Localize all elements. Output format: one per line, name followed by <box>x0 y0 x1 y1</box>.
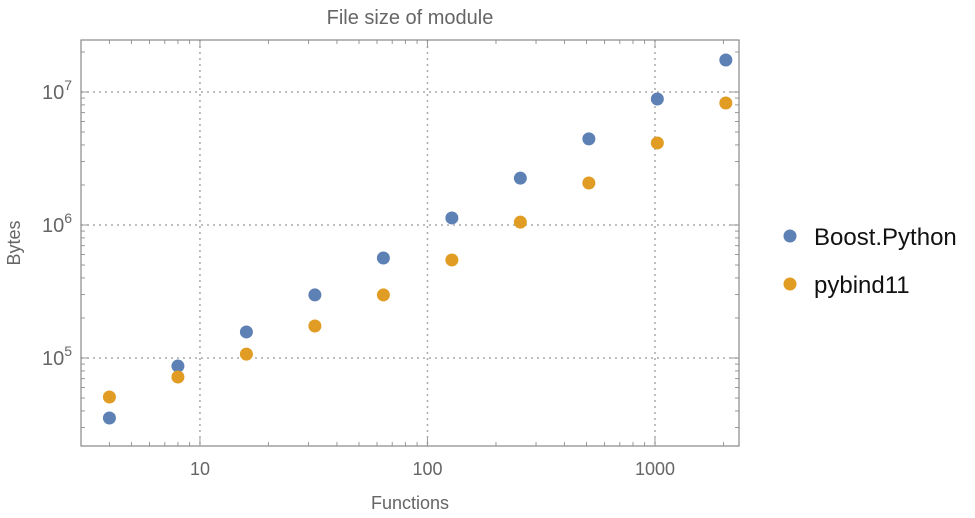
y-tick-label: 105 <box>42 343 72 370</box>
data-point-boost-python <box>650 92 664 106</box>
grid-lines <box>81 40 739 446</box>
y-tick-label: 107 <box>42 77 72 104</box>
legend-label: pybind11 <box>814 272 910 299</box>
y-axis-label: Bytes <box>4 220 24 265</box>
data-point-pybind11 <box>513 215 527 229</box>
data-point-boost-python <box>582 132 596 146</box>
x-axis-label: Functions <box>371 493 449 513</box>
x-tick-label: 10 <box>190 459 210 479</box>
data-point-pybind11 <box>376 288 390 302</box>
data-point-pybind11 <box>102 390 116 404</box>
data-point-pybind11 <box>719 96 733 110</box>
x-tick-label: 100 <box>412 459 442 479</box>
data-points <box>102 53 733 425</box>
legend-marker <box>783 229 797 243</box>
data-point-boost-python <box>171 359 185 373</box>
x-tick-labels: 10 100 1000 <box>190 459 675 479</box>
data-point-pybind11 <box>445 253 459 267</box>
y-tick-label: 106 <box>42 210 72 237</box>
axis-ticks <box>80 40 739 446</box>
legend: Boost.Python pybind11 <box>783 224 957 299</box>
data-point-boost-python <box>102 411 116 425</box>
chart-title: File size of module <box>327 7 494 29</box>
data-point-boost-python <box>308 288 322 302</box>
data-point-boost-python <box>376 251 390 265</box>
legend-marker <box>783 277 797 291</box>
data-point-pybind11 <box>308 319 322 333</box>
legend-label: Boost.Python <box>814 224 957 251</box>
plot-frame <box>80 39 740 447</box>
data-point-pybind11 <box>650 136 664 150</box>
data-point-pybind11 <box>171 370 185 384</box>
y-tick-labels: 105 106 107 <box>42 77 72 370</box>
data-point-boost-python <box>513 171 527 185</box>
data-point-boost-python <box>445 211 459 225</box>
x-tick-label: 1000 <box>635 459 675 479</box>
data-point-boost-python <box>239 325 253 339</box>
data-point-pybind11 <box>239 347 253 361</box>
data-point-boost-python <box>719 53 733 67</box>
data-point-pybind11 <box>582 176 596 190</box>
